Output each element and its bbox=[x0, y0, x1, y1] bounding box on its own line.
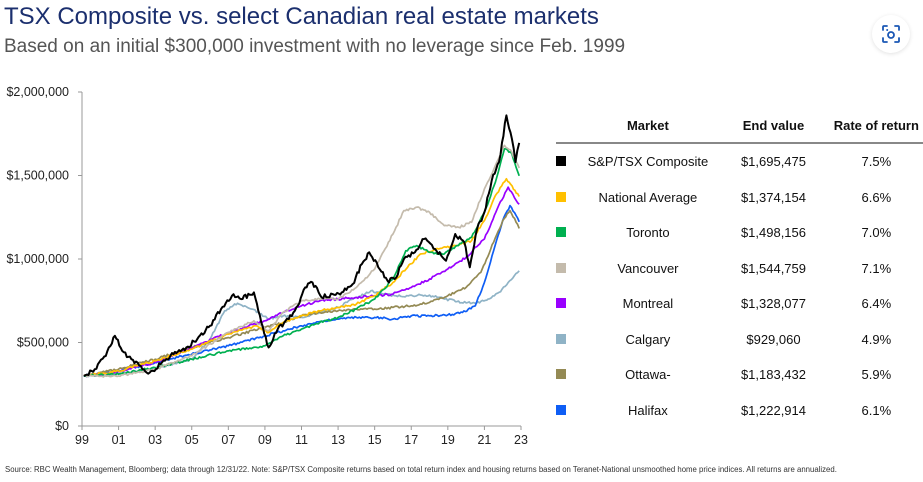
y-tick-label: $2,000,000 bbox=[6, 85, 69, 99]
x-tick-label: 13 bbox=[331, 433, 345, 447]
legend-row: Toronto $1,498,156 7.0% bbox=[556, 215, 923, 251]
legend-rate: 7.1% bbox=[861, 260, 892, 276]
x-tick-label: 11 bbox=[295, 433, 308, 447]
visual-search-icon bbox=[882, 25, 900, 43]
legend-swatch-color bbox=[556, 333, 566, 344]
x-tick-label: 19 bbox=[441, 433, 455, 447]
y-tick-label: $500,000 bbox=[17, 336, 69, 350]
chart-axes: $0 $500,000 $1,000,000 $1,500,000 $2,000,000… bbox=[6, 85, 528, 447]
legend-end-value: $1,328,077 bbox=[740, 296, 807, 312]
y-tick-label: $0 bbox=[55, 419, 69, 433]
series-line-s-p-tsx-composite bbox=[83, 114, 521, 377]
series-line-national-average bbox=[83, 177, 520, 378]
x-tick-label: 07 bbox=[221, 433, 235, 447]
legend-market: National Average bbox=[598, 189, 698, 205]
legend-end-value: $1,222,914 bbox=[740, 402, 807, 418]
legend-header-row: Market End value Rate of return bbox=[556, 113, 923, 144]
legend-swatch-color bbox=[556, 369, 566, 380]
legend-swatch bbox=[556, 143, 579, 180]
legend-market: Calgary bbox=[625, 331, 671, 347]
line-chart: $0 $500,000 $1,000,000 $1,500,000 $2,000,000… bbox=[6, 85, 528, 447]
legend-swatch-color bbox=[556, 298, 566, 309]
x-tick-label: 01 bbox=[112, 433, 126, 447]
series-line-montreal bbox=[83, 186, 520, 378]
legend-market: Vancouver bbox=[617, 260, 679, 276]
x-tick-label: 21 bbox=[477, 433, 491, 447]
legend-swatch-color bbox=[556, 404, 566, 415]
source-note: Source: RBC Wealth Management, Bloomberg… bbox=[5, 465, 837, 474]
legend-end-value: $929,060 bbox=[746, 331, 801, 347]
legend-market: Halifax bbox=[628, 402, 668, 418]
y-tick-label: $1,500,000 bbox=[6, 169, 69, 183]
legend-row: Ottawa- $1,183,432 5.9% bbox=[556, 357, 923, 393]
chart-subtitle: Based on an initial $300,000 investment … bbox=[4, 36, 626, 57]
legend-end-value: $1,183,432 bbox=[740, 367, 807, 383]
legend-header-swatch bbox=[556, 113, 579, 144]
x-tick-label: 23 bbox=[514, 433, 528, 447]
legend-rate: 7.0% bbox=[861, 225, 892, 241]
legend-swatch bbox=[556, 286, 579, 322]
legend-market: Toronto bbox=[626, 225, 670, 241]
legend-end-value: $1,374,154 bbox=[740, 189, 807, 205]
legend-end-value: $1,498,156 bbox=[740, 225, 807, 241]
legend-row: Montreal $1,328,077 6.4% bbox=[556, 286, 923, 322]
legend-row: National Average $1,374,154 6.6% bbox=[556, 180, 923, 216]
legend-swatch-color bbox=[556, 262, 566, 273]
legend-header-market: Market bbox=[578, 113, 718, 144]
legend-row: Halifax $1,222,914 6.1% bbox=[556, 393, 923, 429]
x-tick-label: 03 bbox=[148, 433, 162, 447]
legend-swatch bbox=[556, 322, 579, 358]
legend-market: S&P/TSX Composite bbox=[587, 154, 709, 170]
legend-swatch bbox=[556, 215, 579, 251]
legend-swatch bbox=[556, 357, 579, 393]
legend-end-value: $1,544,759 bbox=[740, 260, 807, 276]
legend-header-rate: Rate of return bbox=[829, 113, 923, 144]
legend-swatch bbox=[556, 393, 579, 429]
legend-swatch-color bbox=[556, 191, 566, 202]
series-line-halifax bbox=[83, 204, 520, 378]
legend-header-end-value: End value bbox=[717, 113, 830, 144]
x-tick-label: 17 bbox=[404, 433, 418, 447]
legend-row: S&P/TSX Composite $1,695,475 7.5% bbox=[556, 143, 923, 180]
legend-end-value: $1,695,475 bbox=[740, 154, 807, 170]
chart-series bbox=[83, 114, 521, 378]
x-tick-label: 09 bbox=[258, 433, 272, 447]
y-tick-label: $1,000,000 bbox=[6, 252, 69, 266]
chart-title: TSX Composite vs. select Canadian real e… bbox=[4, 3, 599, 30]
legend-rate: 7.5% bbox=[861, 154, 892, 170]
x-tick-label: 99 bbox=[75, 433, 89, 447]
x-tick-label: 05 bbox=[185, 433, 199, 447]
legend-table: Market End value Rate of return S&P/TSX … bbox=[556, 113, 923, 428]
legend-market: Ottawa- bbox=[625, 367, 671, 383]
legend-market: Montreal bbox=[622, 296, 674, 312]
legend-rate: 5.9% bbox=[861, 367, 892, 383]
legend-rate: 4.9% bbox=[861, 331, 892, 347]
legend-swatch bbox=[556, 251, 579, 287]
legend-rate: 6.4% bbox=[861, 296, 892, 312]
x-tick-label: 15 bbox=[368, 433, 382, 447]
legend-rate: 6.6% bbox=[861, 189, 892, 205]
legend-rate: 6.1% bbox=[861, 402, 892, 418]
legend-row: Vancouver $1,544,759 7.1% bbox=[556, 251, 923, 287]
legend-row: Calgary $929,060 4.9% bbox=[556, 322, 923, 358]
series-line-vancouver bbox=[83, 144, 520, 378]
legend-swatch-color bbox=[556, 227, 566, 238]
legend-swatch-color bbox=[556, 156, 566, 167]
visual-search-button[interactable] bbox=[872, 15, 910, 53]
series-line-toronto bbox=[83, 147, 520, 378]
legend-swatch bbox=[556, 180, 579, 216]
